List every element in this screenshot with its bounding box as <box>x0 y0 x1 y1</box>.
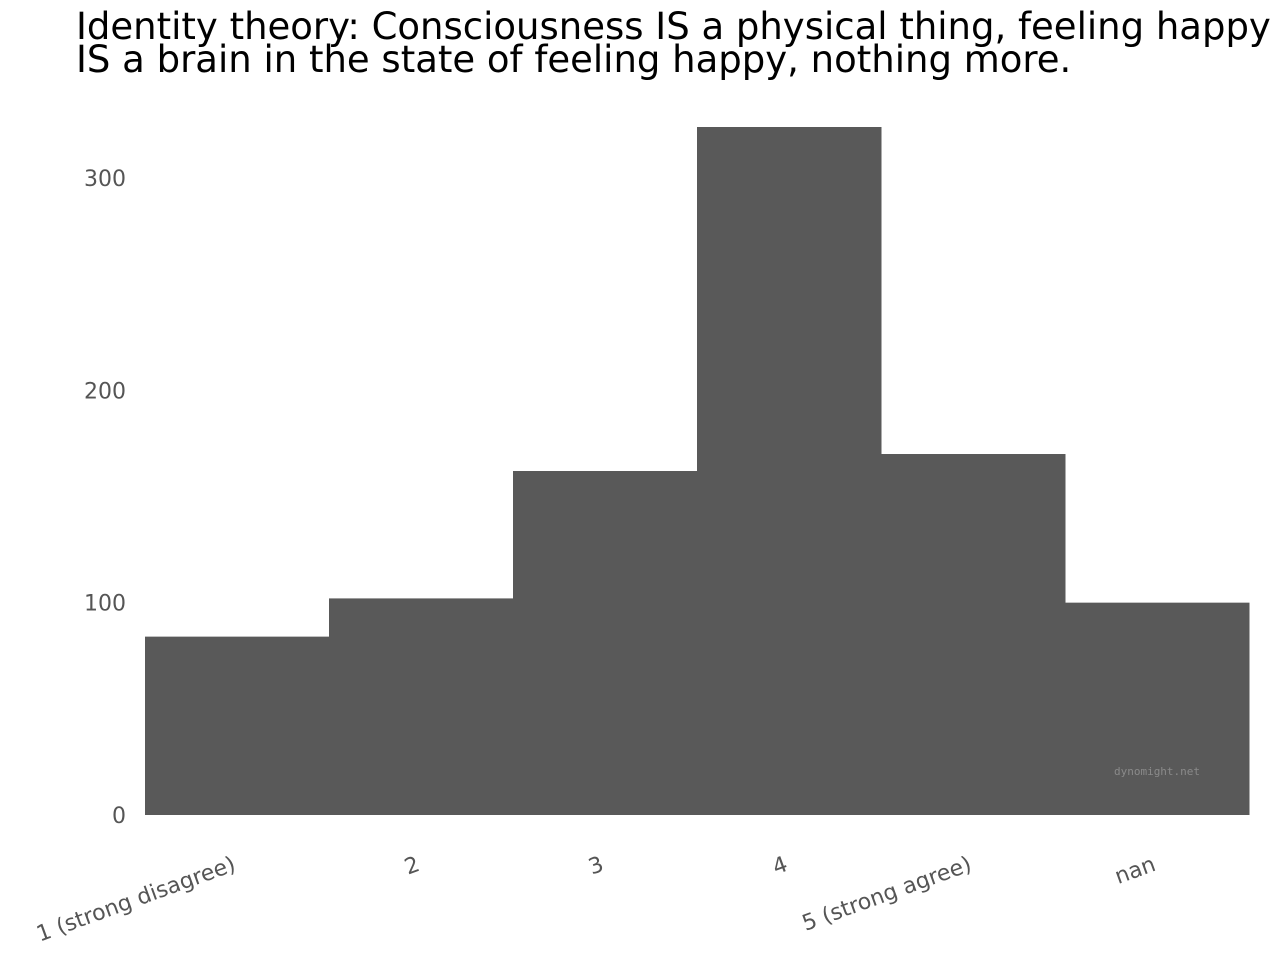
x-tick-label: 3 <box>585 852 607 880</box>
x-axis-ticks: 1 (strong disagree) 2 3 4 5 (strong agree) na… <box>33 852 1159 947</box>
bars-group <box>145 127 1250 815</box>
chart-title: Identity theory: Consciousness IS a phys… <box>76 5 1271 81</box>
x-tick-label: 2 <box>401 852 423 880</box>
x-tick-label: 5 (strong agree) <box>799 852 975 936</box>
bar-3 <box>513 471 698 815</box>
y-tick-label: 0 <box>112 804 126 829</box>
bar-2 <box>329 598 514 815</box>
y-tick-label: 300 <box>84 167 126 192</box>
x-tick-label: 1 (strong disagree) <box>33 852 239 947</box>
watermark: dynomight.net <box>1114 765 1200 778</box>
bar-6 <box>1065 602 1250 815</box>
bar-4 <box>697 127 882 815</box>
y-axis-ticks: 0 100 200 300 <box>84 167 126 829</box>
bar-5 <box>881 454 1066 815</box>
x-tick-label: 4 <box>769 852 791 880</box>
x-tick-label: nan <box>1112 852 1159 890</box>
y-tick-label: 200 <box>84 379 126 404</box>
y-tick-label: 100 <box>84 592 126 617</box>
bar-1 <box>145 636 330 815</box>
